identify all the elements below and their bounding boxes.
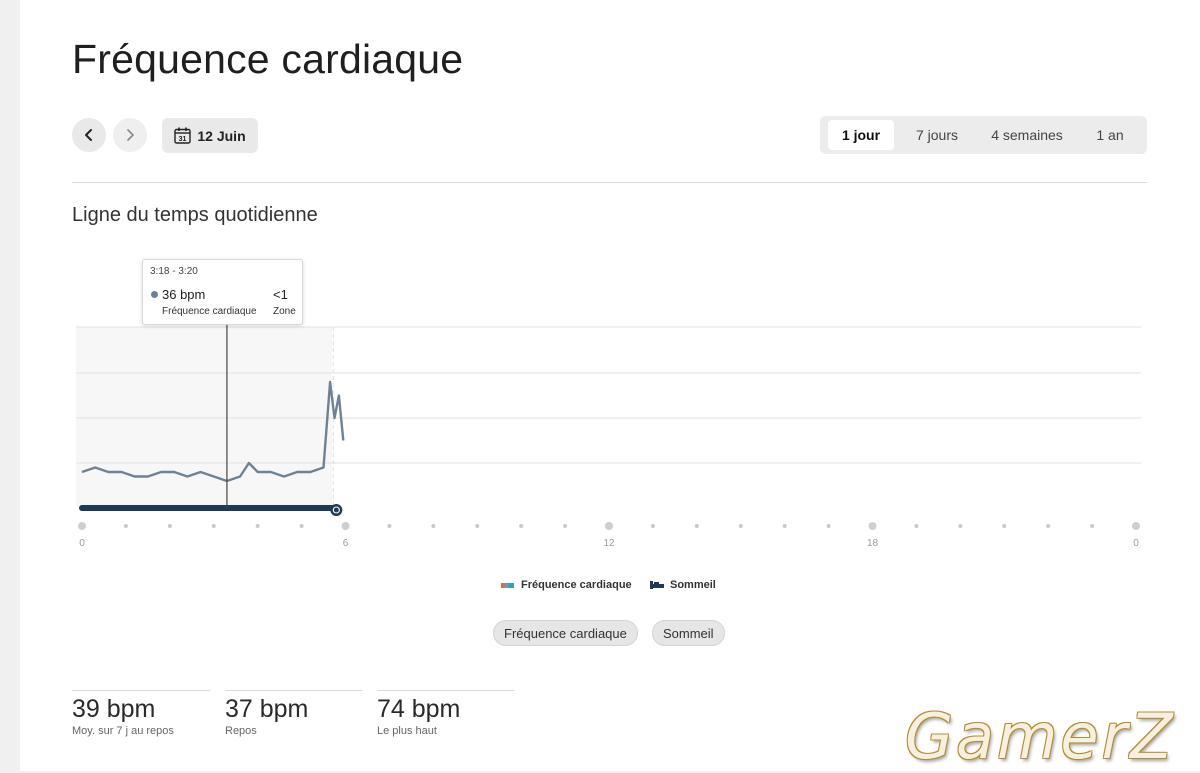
date-label: 12 Juin: [197, 127, 246, 144]
heart-rate-series-line: [81, 380, 345, 483]
axis-minor-dot: [782, 524, 787, 528]
axis-minor-dot: [167, 524, 172, 528]
calendar-icon: 31: [174, 127, 192, 144]
tooltip-bpm-label: Fréquence cardiaque: [162, 306, 257, 317]
heart-rate-chart[interactable]: 0 6 12 18 0: [20, 0, 1200, 560]
tooltip-zone: <1: [273, 287, 288, 302]
axis-minor-dot: [563, 524, 568, 528]
heart-rate-legend-icon: [501, 583, 514, 588]
x-tick-label: 6: [343, 538, 349, 549]
alarm-icon: [332, 506, 340, 514]
chevron-right-icon: [127, 129, 134, 141]
stat-value: 39 bpm: [72, 695, 156, 723]
stat-label: Le plus haut: [377, 725, 437, 737]
stat-label: Moy. sur 7 j au repos: [72, 725, 174, 737]
axis-minor-dot: [958, 524, 963, 528]
x-tick-label: 12: [603, 538, 615, 549]
axis-minor-dot: [211, 524, 216, 528]
x-tick-label: 0: [1133, 538, 1139, 549]
main-card: Fréquence cardiaque 31 12 Juin 1 jour 7 …: [20, 0, 1200, 771]
filter-chip-sleep[interactable]: Sommeil: [652, 620, 725, 646]
stat-resting: 37 bpm Repos: [225, 690, 363, 737]
axis-minor-dot: [299, 524, 304, 528]
range-tabs: 1 jour 7 jours 4 semaines 1 an: [820, 116, 1147, 154]
legend-heart-rate-label: Fréquence cardiaque: [521, 579, 632, 591]
tab-4-semaines[interactable]: 4 semaines: [991, 127, 1063, 143]
axis-minor-dot: [914, 524, 919, 528]
tooltip-bpm: 36 bpm: [162, 287, 206, 302]
tab-1-an[interactable]: 1 an: [1096, 127, 1124, 143]
stat-highest: 74 bpm Le plus haut: [377, 690, 515, 737]
legend-sleep: Sommeil: [650, 579, 716, 591]
axis-minor-dot: [826, 524, 831, 528]
chevron-left-icon: [85, 129, 92, 141]
tooltip-time: 3:18 - 3:20: [150, 266, 198, 277]
stat-7-day-resting-avg: 39 bpm Moy. sur 7 j au repos: [72, 690, 210, 737]
section-title: Ligne du temps quotidienne: [72, 204, 318, 226]
x-tick-label: 18: [867, 538, 879, 549]
next-day-button[interactable]: [113, 118, 147, 152]
axis-minor-dot: [431, 524, 436, 528]
calendar-day-number: 31: [179, 136, 187, 143]
date-picker-button[interactable]: 31 12 Juin: [162, 118, 258, 153]
tooltip-dot: [151, 291, 158, 298]
stat-value: 74 bpm: [377, 695, 461, 723]
page-title: Fréquence cardiaque: [72, 36, 464, 82]
sleep-end-marker: [330, 504, 343, 516]
filter-chip-heart-rate[interactable]: Fréquence cardiaque: [493, 620, 638, 646]
axis-minor-dot: [255, 524, 260, 528]
chart-tooltip: 3:18 - 3:20 36 bpm Fréquence cardiaque <…: [142, 259, 303, 325]
x-tick-label: 0: [79, 538, 85, 549]
tab-7-jours[interactable]: 7 jours: [915, 127, 959, 143]
legend-sleep-label: Sommeil: [670, 579, 716, 591]
stat-label: Repos: [225, 725, 257, 737]
axis-minor-dot: [1002, 524, 1007, 528]
tooltip-zone-label: Zone: [273, 306, 296, 317]
previous-day-button[interactable]: [72, 118, 106, 152]
axis-minor-dot: [1090, 524, 1095, 528]
axis-minor-dot: [123, 524, 128, 528]
axis-minor-dot: [738, 524, 743, 528]
axis-major-dot: [78, 522, 86, 530]
axis-minor-dot: [1046, 524, 1051, 528]
axis-minor-dot: [519, 524, 524, 528]
watermark-logo: GamerZ: [905, 700, 1176, 773]
divider: [72, 182, 1147, 183]
legend-heart-rate: Fréquence cardiaque: [501, 579, 632, 591]
axis-minor-dot: [387, 524, 392, 528]
axis-minor-dot: [694, 524, 699, 528]
axis-major-dot: [605, 522, 613, 530]
tab-1-jour[interactable]: 1 jour: [828, 120, 894, 150]
axis-major-dot: [1132, 522, 1140, 530]
axis-minor-dot: [475, 524, 480, 528]
stat-value: 37 bpm: [225, 695, 309, 723]
axis-minor-dot: [650, 524, 655, 528]
bed-icon: [650, 581, 664, 589]
axis-major-dot: [341, 522, 350, 530]
axis-major-dot: [868, 522, 877, 530]
